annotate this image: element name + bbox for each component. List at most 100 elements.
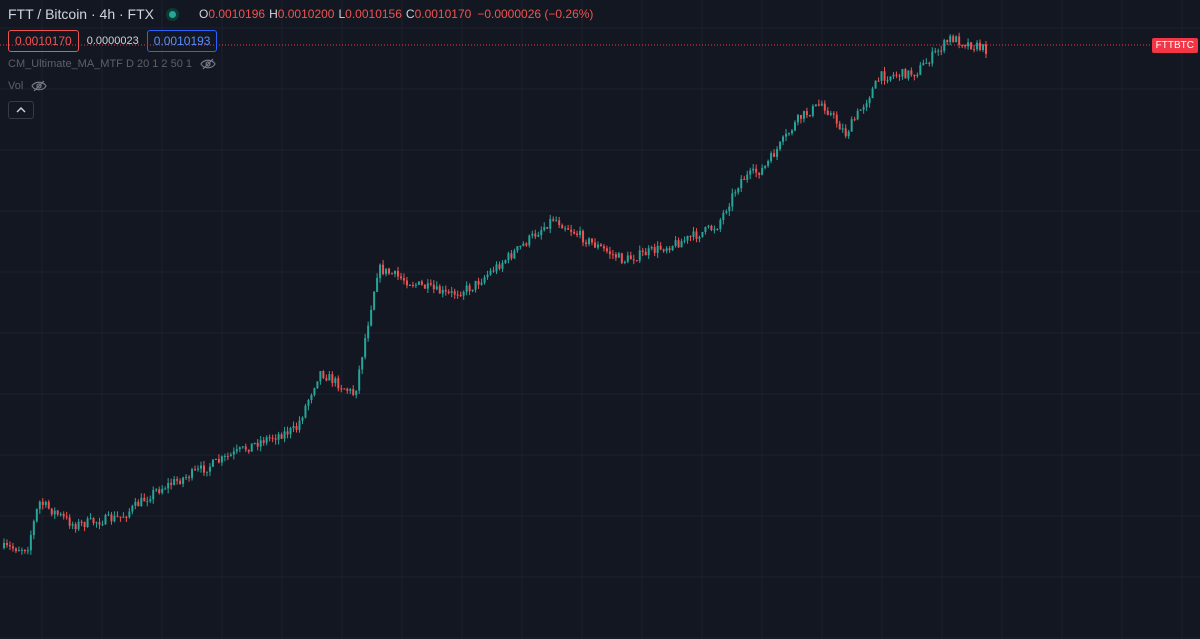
candle-body [41, 501, 44, 506]
eye-crossed-icon[interactable] [31, 80, 47, 92]
candle-body [307, 400, 310, 406]
candle-body [432, 284, 435, 290]
candle-body [779, 141, 782, 150]
symbol-title[interactable]: FTT / Bitcoin · 4h · FTX [8, 6, 154, 22]
candle-body [602, 246, 605, 249]
candle-body [74, 524, 77, 530]
candle-body [462, 291, 465, 296]
candle-body [26, 550, 29, 552]
candle-body [376, 277, 379, 292]
candle-body [543, 227, 546, 231]
candle-body [83, 522, 86, 528]
candle-body [862, 107, 865, 110]
high-value: 0.0010200 [277, 7, 335, 21]
candle-body [850, 119, 853, 132]
candle-body [689, 235, 692, 237]
candle-body [802, 111, 805, 119]
candle-body [226, 455, 229, 457]
candle-body [913, 74, 916, 77]
candle-body [492, 270, 495, 272]
candle-body [313, 388, 316, 396]
candle-body [86, 518, 89, 528]
candle-body [77, 521, 80, 530]
candle-body [841, 128, 844, 130]
candle-body [931, 51, 934, 64]
candle-body [734, 192, 737, 194]
candle-body [143, 497, 146, 502]
candle-body [907, 70, 910, 79]
candle-body [161, 488, 164, 493]
candle-body [256, 442, 259, 447]
eye-crossed-icon[interactable] [200, 58, 216, 70]
candle-body [576, 233, 579, 236]
candle-body [301, 417, 304, 421]
candle-body [695, 231, 698, 239]
candle-body [674, 240, 677, 246]
candle-body [47, 501, 50, 509]
candle-body [176, 479, 179, 481]
indicator-vol[interactable]: Vol [8, 80, 47, 92]
candle-body [626, 255, 629, 262]
candle-body [889, 76, 892, 81]
candle-body [546, 227, 549, 229]
candle-body [790, 130, 793, 134]
candle-body [211, 459, 214, 467]
candle-body [68, 517, 71, 526]
candle-body [349, 389, 352, 391]
candle-body [352, 389, 355, 395]
candle-body [755, 168, 758, 173]
candle-body [382, 264, 385, 274]
candle-body [229, 454, 232, 457]
candle-body [423, 284, 426, 289]
candle-body [901, 69, 904, 77]
candle-body [961, 44, 964, 46]
candle-body [829, 113, 832, 115]
candle-body [259, 440, 262, 447]
candle-body [513, 250, 516, 259]
change-value: −0.0000026 (−0.26%) [477, 7, 594, 21]
high-label: H [269, 7, 278, 21]
candle-body [11, 546, 14, 549]
candle-body [782, 136, 785, 142]
candle-body [468, 285, 471, 292]
candle-body [280, 434, 283, 439]
candle-body [773, 153, 776, 157]
candle-body [853, 119, 856, 121]
candle-body [399, 276, 402, 279]
candle-body [298, 420, 301, 430]
candle-body [967, 42, 970, 47]
candle-body [722, 212, 725, 220]
candle-body [325, 378, 328, 381]
market-status-icon[interactable] [166, 7, 179, 21]
candle-body [444, 289, 447, 292]
candle-body [137, 501, 140, 507]
candle-body [758, 172, 761, 175]
candle-body [522, 243, 525, 246]
candle-body [552, 219, 555, 221]
buy-button[interactable]: 0.0010193 [146, 30, 218, 52]
candle-body [179, 480, 182, 484]
candle-body [394, 270, 397, 274]
candle-body [707, 225, 710, 227]
sell-button[interactable]: 0.0010170 [8, 30, 79, 52]
candle-body [268, 437, 271, 439]
collapse-legend-button[interactable] [8, 101, 34, 119]
candle-body [985, 44, 987, 54]
candle-body [573, 231, 576, 234]
candle-body [588, 238, 591, 244]
candle-body [743, 178, 746, 180]
candle-body [964, 45, 967, 47]
indicator-ma[interactable]: CM_Ultimate_MA_MTF D 20 1 2 50 1 [8, 58, 216, 70]
price-tag-fttbtc: FTTBTC [1151, 38, 1198, 53]
candle-body [785, 133, 788, 137]
candle-body [808, 115, 811, 117]
candle-body [199, 465, 202, 469]
candle-body [214, 458, 217, 460]
candle-body [585, 242, 588, 244]
candle-body [934, 50, 937, 52]
candle-body [80, 521, 83, 523]
candle-body [265, 437, 268, 443]
candle-body [414, 284, 417, 286]
